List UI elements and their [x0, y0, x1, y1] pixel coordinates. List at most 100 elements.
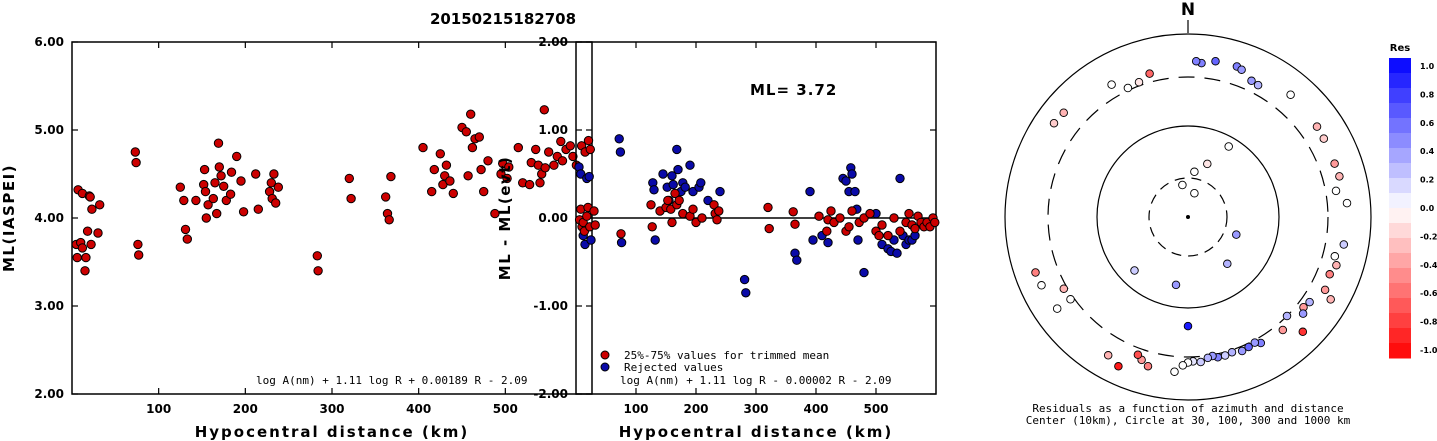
legend-label-rejected: Rejected values	[624, 361, 723, 374]
trimmed-point	[814, 211, 824, 221]
station-marker	[1196, 357, 1205, 367]
colorbar-tick-label: 0.2	[1420, 176, 1434, 185]
data-point	[133, 239, 143, 250]
y-tick-label: -1.00	[533, 299, 568, 313]
station-marker	[1171, 280, 1181, 290]
colorbar-cell	[1389, 208, 1411, 224]
station-marker	[1330, 252, 1340, 261]
station-marker	[1170, 367, 1179, 376]
x-axis-label: Hypocentral distance (km)	[195, 423, 470, 441]
data-point	[214, 162, 225, 172]
station-marker	[1278, 325, 1288, 335]
data-point	[175, 182, 186, 192]
y-tick-label: 6.00	[34, 35, 64, 49]
trimmed-point	[895, 226, 905, 236]
data-point	[219, 181, 229, 192]
station-marker	[1223, 259, 1232, 269]
station-marker	[1332, 260, 1341, 270]
station-marker	[1183, 321, 1193, 331]
data-point	[418, 142, 428, 153]
colorbar-title: Res	[1390, 43, 1410, 54]
rejected-point	[741, 288, 751, 298]
caption-line-1: Residuals as a function of azimuth and d…	[1032, 402, 1343, 415]
station-marker	[1232, 230, 1241, 239]
trimmed-point	[788, 207, 798, 217]
data-point	[85, 192, 95, 202]
station-marker	[1250, 338, 1260, 347]
colorbar-cell	[1389, 58, 1411, 74]
rejected-point	[850, 186, 860, 197]
epicenter	[1186, 215, 1190, 219]
station-marker	[1191, 56, 1201, 66]
data-point	[524, 179, 535, 190]
trimmed-point	[889, 213, 899, 223]
chart-title: 20150215182708	[430, 10, 576, 28]
data-point	[232, 151, 242, 162]
colorbar-tick-label: -0.4	[1420, 261, 1437, 270]
data-point	[568, 151, 578, 162]
rejected-point	[680, 182, 690, 192]
colorbar-cell	[1389, 178, 1411, 194]
station-marker	[1282, 311, 1292, 321]
colorbar-cell	[1389, 133, 1411, 149]
station-marker	[1059, 108, 1068, 117]
colorbar-cell	[1389, 88, 1411, 104]
station-marker	[1203, 159, 1212, 169]
data-point	[251, 169, 261, 179]
rejected-point	[808, 235, 818, 245]
station-marker	[1298, 309, 1308, 318]
data-point	[212, 208, 222, 219]
residual-colorbar: Res 1.0 0.8 0.6 0.4 0.2 0.0 -0.2 -0.4 -0.6 -0.8 -1…	[1389, 43, 1437, 359]
station-marker	[1335, 172, 1344, 181]
data-point	[461, 127, 471, 137]
y-tick-label: 2.00	[538, 35, 568, 49]
data-point	[556, 136, 566, 147]
rejected-point	[614, 134, 624, 144]
rejected-point	[895, 173, 905, 184]
data-point	[131, 157, 141, 168]
data-point	[226, 167, 237, 177]
data-point	[502, 173, 512, 184]
data-point	[191, 195, 201, 206]
panel-ml-residual: 100 200 300 400 500 -2.00 -1.00 0.00 1.00 2.00 ML…	[496, 35, 940, 441]
data-point	[199, 164, 210, 175]
colorbar-cell	[1389, 268, 1411, 284]
colorbar-tick-label: 0.8	[1420, 90, 1435, 99]
data-point	[466, 109, 476, 119]
trimmed-point	[697, 213, 707, 223]
trimmed-point	[646, 200, 656, 210]
y-tick-label: 0.00	[538, 211, 568, 225]
data-point	[77, 243, 88, 253]
data-point	[81, 252, 91, 263]
station-marker	[1145, 69, 1154, 78]
colorbar-tick-label: -1.0	[1420, 346, 1437, 355]
colorbar-cell	[1389, 73, 1411, 89]
data-point	[531, 144, 541, 155]
rejected-point	[584, 171, 594, 182]
rejected-point	[668, 179, 678, 190]
station-marker	[1220, 351, 1230, 360]
data-point	[479, 186, 489, 197]
x-tick-label: 200	[683, 402, 708, 416]
station-marker	[1331, 186, 1341, 196]
station-marker	[1339, 240, 1349, 249]
rejected-point	[672, 144, 682, 155]
station-marker	[1143, 361, 1153, 371]
data-point	[93, 228, 103, 238]
x-tick-label: 100	[146, 402, 171, 416]
rejected-point	[673, 164, 683, 175]
ring-1000km	[1004, 33, 1372, 401]
data-point	[213, 138, 224, 148]
y-tick-label: 4.00	[34, 211, 64, 225]
data-point	[549, 160, 559, 170]
data-point	[539, 105, 549, 115]
station-marker	[1133, 350, 1143, 359]
colorbar-tick-label: -0.8	[1420, 318, 1437, 327]
station-marker	[1178, 180, 1187, 190]
data-point	[504, 162, 514, 172]
station-marker	[1178, 361, 1188, 370]
trimmed-point	[590, 220, 600, 230]
data-point	[474, 132, 484, 142]
colorbar-cells	[1389, 58, 1411, 359]
station-marker	[1224, 142, 1233, 151]
